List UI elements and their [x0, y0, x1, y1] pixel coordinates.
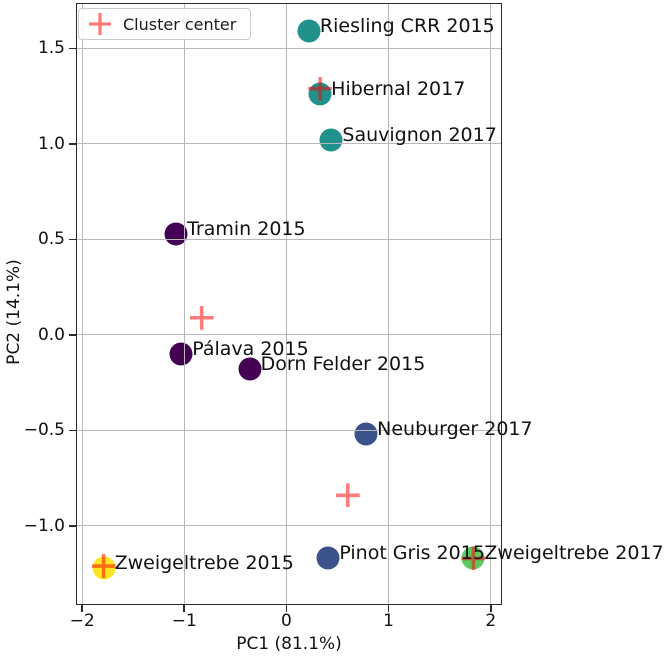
gridline-x [285, 3, 287, 605]
y-tick-mark [69, 334, 76, 336]
x-axis-label: PC1 (81.1%) [236, 634, 342, 654]
x-tick-mark [489, 605, 492, 612]
gridline-y [76, 429, 502, 431]
cluster-center-marker [189, 305, 214, 330]
y-tick-mark [69, 525, 76, 527]
y-tick-label: 0.5 [37, 229, 65, 250]
point-label: Dorn Felder 2015 [260, 353, 426, 376]
scatter-point [238, 357, 262, 381]
scatter-point [354, 422, 378, 446]
point-label: Zweigeltrebe 2015 [114, 551, 294, 574]
y-tick-label: 1.0 [37, 133, 65, 154]
x-tick-mark [183, 605, 186, 612]
gridline-x [81, 3, 83, 605]
y-tick-label: 1.5 [37, 38, 65, 59]
point-label: Riesling CRR 2015 [319, 15, 495, 38]
gridline-y [76, 143, 502, 145]
x-tick-label: −1 [171, 611, 197, 631]
legend-label: Cluster center [123, 14, 237, 34]
point-label: Zweigeltrebe 2017 [484, 542, 664, 565]
gridline-y [76, 47, 502, 49]
gridline-y [76, 238, 502, 240]
legend: Cluster center [78, 8, 252, 40]
x-tick-label: −2 [69, 611, 95, 631]
gridline-y [76, 334, 502, 336]
y-tick-mark [69, 47, 76, 50]
scatter-point [316, 546, 340, 570]
x-tick-mark [285, 605, 288, 612]
point-label: Neuburger 2017 [377, 418, 533, 441]
y-tick-mark [69, 143, 76, 145]
point-label: Tramin 2015 [187, 217, 306, 240]
gridline-y [76, 525, 502, 527]
y-tick-label: −1.0 [23, 515, 65, 536]
y-tick-mark [69, 429, 76, 432]
cluster-center-legend-icon [89, 13, 111, 35]
scatter-point [169, 342, 193, 366]
point-label: Sauvignon 2017 [342, 124, 497, 147]
y-tick-label: 0.0 [37, 324, 65, 345]
point-label: Hibernal 2017 [331, 78, 466, 101]
x-tick-mark [81, 605, 83, 612]
y-axis-label: PC2 (14.1%) [4, 259, 24, 365]
cluster-center-marker [335, 483, 360, 508]
y-tick-label: −0.5 [23, 420, 65, 441]
scatter-point [319, 128, 343, 152]
point-label: Pinot Gris 2015 [339, 542, 485, 565]
x-tick-label: 1 [383, 611, 395, 631]
x-tick-mark [387, 605, 390, 612]
y-tick-mark [69, 238, 76, 241]
gridline-x [388, 3, 390, 605]
x-tick-label: 0 [281, 611, 292, 631]
scatter-point [297, 19, 321, 43]
x-tick-label: 2 [485, 611, 497, 631]
point-label: Pálava 2015 [192, 338, 309, 361]
gridline-x [490, 3, 492, 605]
gridline-x [183, 3, 185, 605]
